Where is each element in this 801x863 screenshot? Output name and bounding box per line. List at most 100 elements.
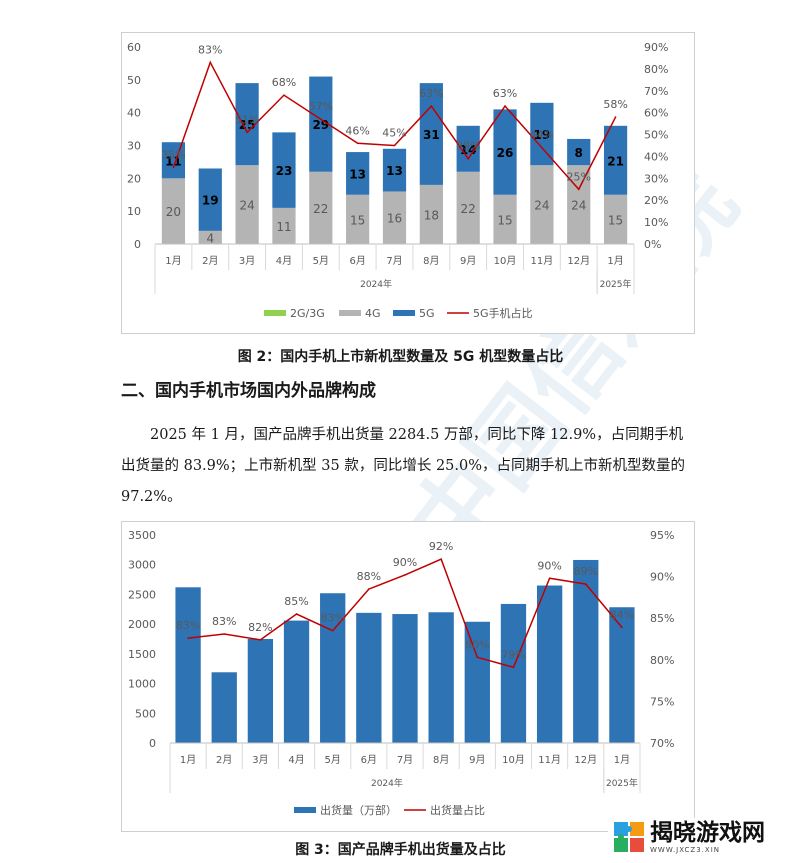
figure-2-caption: 图 2：国内手机上市新机型数量及 5G 机型数量占比 [237, 349, 564, 365]
bar-4G [419, 184, 443, 244]
y2-tick-label: 70% [650, 737, 674, 750]
line-point [476, 656, 479, 659]
line-value-label: 25% [567, 170, 591, 183]
bar-value-label: 19 [202, 194, 219, 208]
line-value-label: 85% [284, 595, 308, 608]
line-point [331, 629, 334, 632]
legend-label: 出货量（万部） [320, 803, 397, 817]
y-tick-label: 0 [134, 238, 141, 251]
bar-出货量（万部） [573, 559, 599, 743]
x-tick-label: 1月 [614, 754, 630, 766]
x-tick-label: 4月 [276, 255, 292, 267]
chart-new-models-svg: 0 10 20 30 40 50 60 0% 10% 20% 30% 40% 50% 60% 70% 80% 9… [127, 41, 668, 320]
x-tick-label: 12月 [567, 255, 590, 267]
bar-value-label: 26 [497, 146, 514, 160]
x-tick-label: 9月 [460, 255, 476, 267]
line-value-label: 89% [574, 565, 598, 578]
bar-出货量（万部） [609, 607, 635, 743]
watermark-site-url: WWW.JXCZ3.XIN [650, 846, 720, 854]
line-point [621, 626, 623, 629]
bar-出货量（万部） [283, 620, 310, 743]
x-group-label: 2024年 [371, 777, 403, 789]
line-point [223, 633, 226, 635]
bar-4G [603, 194, 628, 244]
bar-出货量（万部） [464, 621, 490, 743]
bar-出货量（万部） [175, 587, 201, 743]
body-paragraph: 2025 年 1 月，国产品牌手机出货量 2284.5 万部，同比下降 12.9… [121, 427, 686, 505]
bar-value-label: 24 [534, 199, 549, 213]
x-tick-label: 10月 [502, 754, 525, 766]
line-value-label: 35% [161, 148, 185, 161]
line-value-label: 79% [501, 648, 525, 661]
y2-tick-label: 20% [644, 194, 668, 207]
bar-value-label: 8 [575, 146, 583, 160]
x-tick-label: 10月 [494, 255, 517, 267]
line-point [430, 105, 433, 107]
x-tick-label: 11月 [538, 754, 561, 766]
chart-domestic-shipments: 0 500 1000 1500 2000 2500 3000 3500 70% 75% 80% 85%… [121, 521, 695, 832]
bar-4G [235, 165, 259, 244]
bar-4G [493, 194, 517, 244]
bar-5G [603, 125, 628, 195]
bar-4G [309, 171, 333, 244]
x-tick-label: 4月 [288, 754, 304, 766]
x-tick-label: 7月 [386, 255, 402, 267]
y-tick-label: 2000 [128, 618, 156, 631]
x-group-label: 2024年 [360, 278, 392, 290]
chart-domestic-shipments-svg: 0 500 1000 1500 2000 2500 3000 3500 70% 75% 80% 85%… [128, 529, 674, 817]
line-value-label: 90% [393, 556, 417, 569]
x-tick-label: 1月 [607, 255, 623, 267]
bar-value-label: 15 [350, 213, 365, 227]
bar-value-label: 21 [607, 154, 624, 168]
y-tick-label: 50 [127, 74, 141, 87]
line-point [584, 583, 587, 585]
x-tick-label: 1月 [165, 255, 181, 267]
bar-4G [346, 194, 370, 244]
bar-value-label: 11 [165, 154, 182, 168]
line-value-label: 84% [610, 608, 634, 621]
y-tick-label: 40 [127, 107, 141, 120]
line-point [440, 558, 442, 560]
bar-5G [567, 138, 591, 166]
line-point [404, 574, 406, 576]
bar-value-label: 13 [349, 167, 366, 181]
bar-5G [530, 102, 554, 166]
bar-出货量（万部） [392, 614, 418, 743]
legend-swatch [294, 807, 316, 813]
bar-出货量（万部） [211, 672, 237, 743]
line-value-label: 83% [176, 619, 200, 632]
y-tick-label: 10 [127, 205, 141, 218]
line-value-label: 80% [465, 638, 489, 651]
bar-5G [493, 109, 517, 195]
y2-tick-label: 75% [650, 695, 674, 708]
y2-tick-label: 40% [644, 150, 668, 163]
line-point [614, 116, 617, 118]
legend-label: 5G [419, 307, 435, 320]
y-tick-label: 1000 [128, 678, 156, 691]
watermark-site-name: 揭晓游戏网 [650, 820, 765, 846]
figure-3-caption: 图 3：国产品牌手机出货量及占比 [295, 842, 506, 858]
bar-value-label: 24 [571, 199, 586, 213]
y-tick-label: 500 [135, 707, 156, 720]
line-value-label: 83% [320, 612, 344, 625]
y-tick-label: 0 [149, 737, 156, 750]
bar-出货量（万部） [356, 612, 382, 743]
line-point [209, 61, 212, 64]
x-tick-label: 1月 [180, 754, 196, 766]
y2-tick-label: 50% [644, 129, 668, 142]
x-tick-label: 8月 [433, 754, 449, 766]
bar-value-label: 29 [312, 118, 329, 132]
line-point [259, 639, 262, 641]
x-tick-label: 7月 [397, 754, 413, 766]
bar-value-label: 15 [608, 213, 623, 227]
y2-tick-label: 70% [644, 85, 668, 98]
x-tick-label: 2月 [202, 255, 218, 267]
y-tick-label: 3500 [128, 529, 156, 542]
y-tick-label: 20 [127, 172, 141, 185]
bar-5G [235, 83, 259, 166]
x-tick-label: 5月 [325, 754, 341, 766]
y2-tick-label: 30% [644, 172, 668, 185]
bar-value-label: 13 [386, 164, 403, 178]
y2-tick-label: 10% [644, 216, 668, 229]
y-tick-label: 3000 [128, 559, 156, 572]
